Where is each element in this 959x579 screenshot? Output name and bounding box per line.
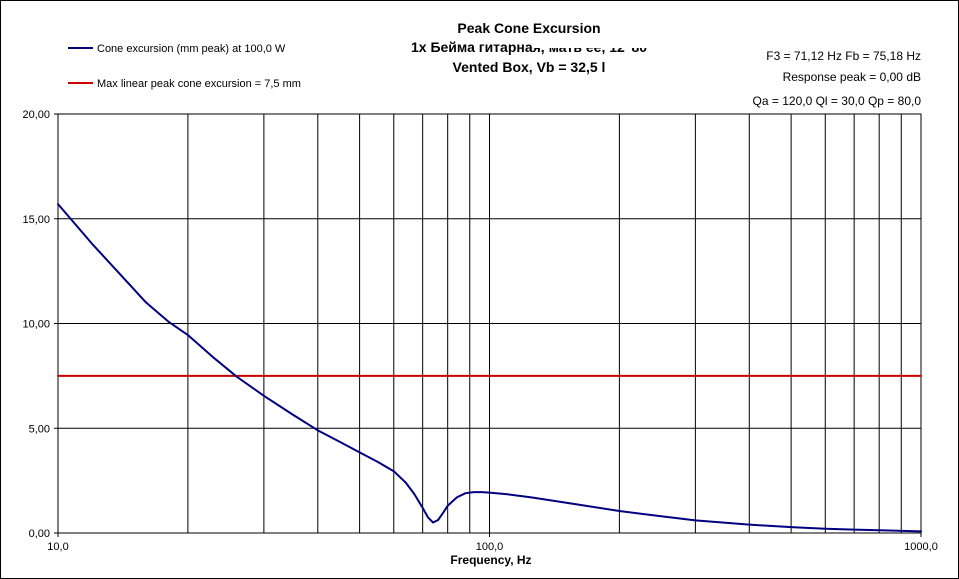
y-tick-label: 0,00 [29,528,50,540]
gridlines [57,113,922,534]
legend-label-max-linear-excursion: Max linear peak cone excursion = 7,5 mm [97,78,301,90]
y-tick-label: 10,00 [22,319,50,331]
y-tick-label: 20,00 [22,109,50,121]
series-lines [57,203,922,533]
y-tick-label: 5,00 [29,423,50,435]
axis-ticks: 0,00 5,00 10,00 15,00 20,00 10,0 100,0 1000,0 [22,109,937,553]
info-line-response-peak: Response peak = 0,00 dB [783,70,921,84]
info-line-q-values: Qa = 120,0 Ql = 30,0 Qp = 80,0 [753,94,922,108]
x-axis-label: Frequency, Hz [450,553,531,567]
info-line-f3-fb: F3 = 71,12 Hz Fb = 75,18 Hz [766,49,921,63]
subtitle-clip-mask [532,42,672,48]
y-tick-label: 15,00 [22,214,50,226]
x-tick-label: 10,0 [47,541,68,553]
series-line-cone-excursion [57,203,922,533]
x-tick-label: 1000,0 [904,541,938,553]
legend-label-cone-excursion: Cone excursion (mm peak) at 100,0 W [97,43,286,55]
chart-title: Peak Cone Excursion [457,20,600,36]
x-tick-label: 100,0 [476,541,504,553]
chart-subtitle-line-2: Vented Box, Vb = 32,5 l [453,59,606,75]
